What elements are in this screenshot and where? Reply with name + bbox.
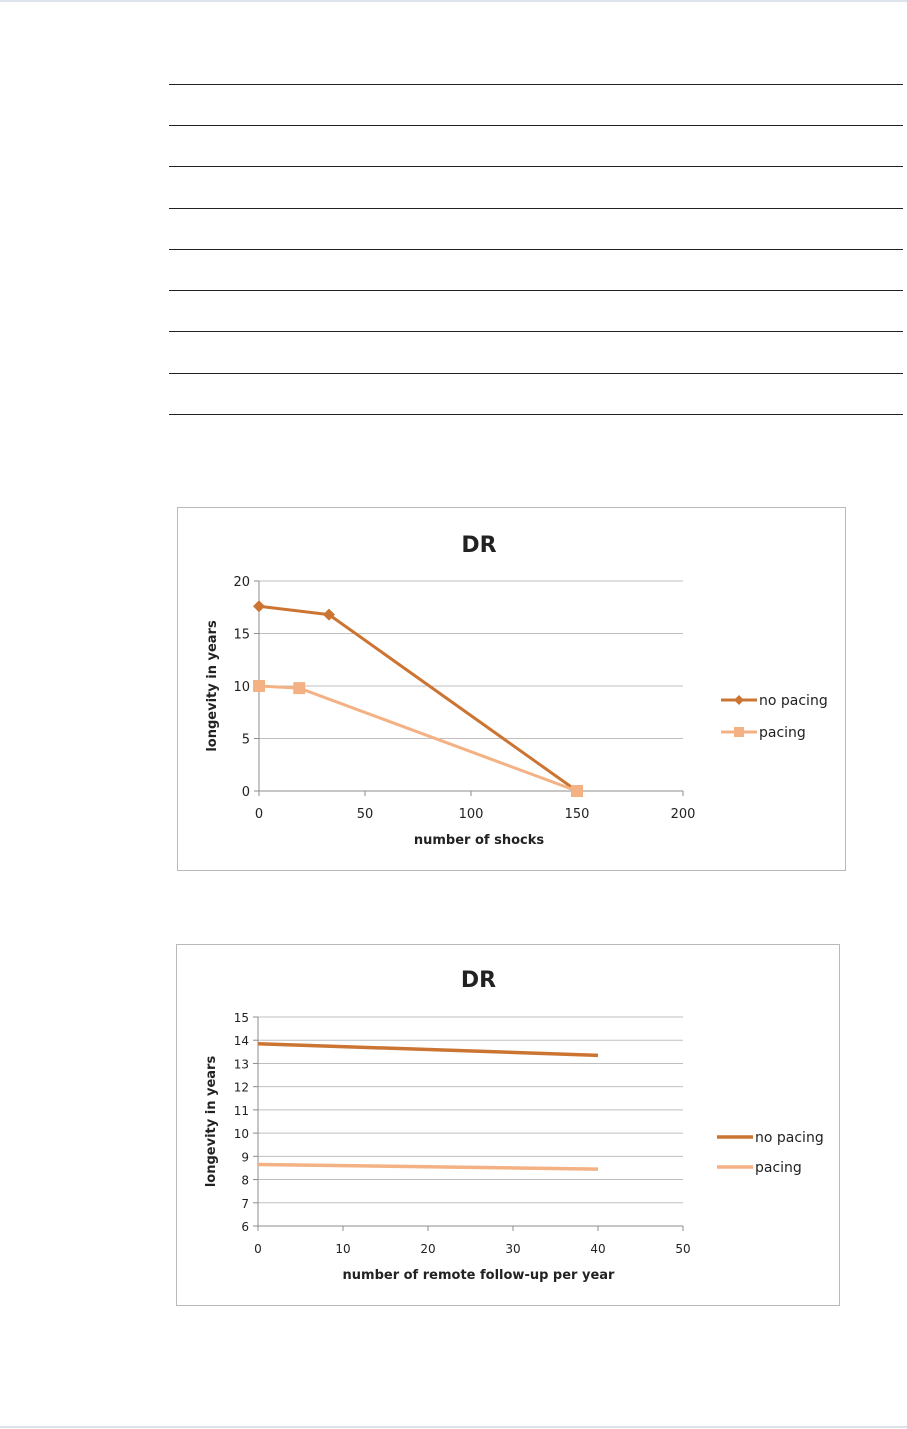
legend-marker-pacing: [734, 727, 744, 737]
y-tick-label: 14: [234, 1034, 249, 1048]
table-rule: [169, 84, 903, 85]
y-tick-label: 6: [241, 1220, 249, 1234]
legend-label-no-pacing: no pacing: [759, 693, 828, 709]
data-point-pacing: [253, 680, 265, 692]
x-axis-label: number of shocks: [414, 833, 545, 848]
page-top-border: [0, 0, 907, 2]
legend-label-no-pacing: no pacing: [755, 1130, 824, 1146]
x-tick-label: 40: [590, 1242, 605, 1256]
y-tick-label: 8: [241, 1174, 249, 1188]
legend-label-pacing: pacing: [759, 725, 806, 741]
series-line-pacing: [257, 1162, 599, 1171]
table-rule: [169, 414, 903, 415]
data-point-no-pacing: [253, 600, 265, 613]
chart-remote-follow-up: DR 6 7 8 9 10 11 12 13 14 15 0 10 20 30 40 50 number of r…: [176, 944, 840, 1306]
y-tick-label: 15: [233, 628, 250, 643]
x-tick-label: 30: [505, 1242, 520, 1256]
x-tick-label: 10: [335, 1242, 350, 1256]
x-tick-label: 0: [255, 807, 263, 822]
y-axis-label: longevity in years: [204, 1056, 219, 1188]
y-tick-label: 20: [233, 575, 250, 590]
y-axis-label: longevity in years: [205, 620, 220, 752]
legend-label-pacing: pacing: [755, 1160, 802, 1176]
table-rule: [169, 249, 903, 250]
x-tick-label: 50: [675, 1242, 690, 1256]
data-point-pacing: [293, 682, 306, 695]
data-point-no-pacing: [322, 608, 335, 621]
y-tick-label: 11: [234, 1104, 249, 1118]
x-axis-label: number of remote follow-up per year: [343, 1268, 616, 1283]
y-tick-label: 13: [234, 1057, 249, 1071]
legend-marker-no-pacing: [734, 695, 744, 705]
y-tick-label: 10: [233, 680, 250, 695]
table-rule: [169, 290, 903, 291]
x-tick-label: 20: [420, 1242, 435, 1256]
table-rule: [169, 331, 903, 332]
y-tick-label: 7: [241, 1197, 249, 1211]
x-tick-label: 100: [459, 807, 484, 822]
y-tick-label: 12: [234, 1081, 249, 1095]
y-tick-label: 5: [242, 733, 250, 748]
x-tick-label: 200: [671, 807, 696, 822]
y-tick-label: 0: [242, 785, 250, 800]
y-tick-label: 10: [234, 1127, 249, 1141]
y-tick-label: 9: [241, 1150, 249, 1164]
table-rule: [169, 166, 903, 167]
table-rule: [169, 208, 903, 209]
x-tick-label: 0: [254, 1242, 262, 1256]
series-line-no-pacing: [257, 1041, 599, 1058]
chart-remote-follow-up-svg: DR 6 7 8 9 10 11 12 13 14 15 0 10 20 30 40 50 number of r…: [204, 968, 824, 1283]
x-tick-label: 150: [565, 807, 590, 822]
chart-title: DR: [461, 533, 496, 558]
page-bottom-border: [0, 1426, 907, 1428]
y-tick-label: 15: [234, 1011, 249, 1025]
table-rule: [169, 125, 903, 126]
data-point-pacing: [571, 785, 583, 797]
x-tick-label: 50: [357, 807, 374, 822]
chart-title: DR: [461, 968, 496, 993]
chart-shocks: DR 0 5 10 15 20 0 50 100 150 200 number of shocks lo…: [177, 507, 846, 871]
table-rule: [169, 373, 903, 374]
